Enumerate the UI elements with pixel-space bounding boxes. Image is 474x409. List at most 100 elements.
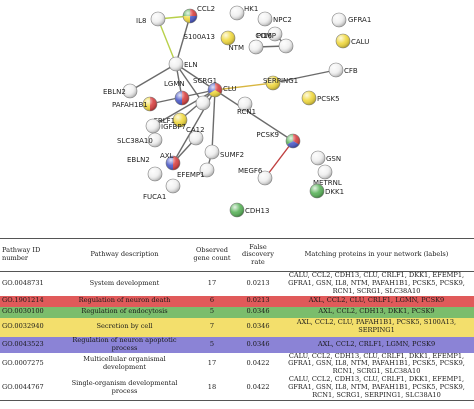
node-rcn1[interactable]: RCN1 <box>237 96 256 116</box>
node-gsn[interactable]: GSN <box>310 150 341 166</box>
pathway-id-cell: GO.0032940 <box>2 322 44 331</box>
matching-proteins-cell: CALU, CCL2, CDH13, CLU, CRLF1, DKK1, EFE… <box>279 375 474 401</box>
node-eln[interactable]: ELN <box>168 56 198 72</box>
table-row: GO.0030100 Regulation of endocytosis 5 0.03… <box>0 306 474 318</box>
node-label-metrnl: METRNL <box>313 179 342 187</box>
node-megf6[interactable]: MEGF6 <box>238 167 273 186</box>
header-pathway-id: Pathway ID number <box>0 238 62 272</box>
node-label-crlf1: CRLF1 <box>153 117 175 125</box>
node-slc38a10[interactable]: SLC38A10 <box>117 132 163 148</box>
node-crlf1[interactable]: CRLF1 <box>153 112 188 128</box>
table-row: GO.0032940 Secretion by cell 7 0.0346 AXL, C… <box>0 317 474 337</box>
node-pafah1b1[interactable]: PAFAH1B1 <box>112 96 158 112</box>
fdr-cell: 0.0346 <box>246 322 270 331</box>
header-matching: Matching proteins in your network (label… <box>279 238 474 272</box>
node-gfra1[interactable]: GFRA1 <box>331 12 371 28</box>
node-sumf2[interactable]: SUMF2 <box>204 144 244 160</box>
edge-ccl2-eln <box>175 15 191 65</box>
node-ccl2[interactable]: CCL2 <box>182 5 215 24</box>
observed-count-cell: 17 <box>207 359 217 368</box>
node-pcsk5[interactable]: PCSK5 <box>301 90 340 106</box>
node-s100a13[interactable]: S100A13 <box>184 30 236 46</box>
observed-count-cell: 17 <box>207 278 217 287</box>
node-label-ebln2b: EBLN2 <box>127 156 150 164</box>
node-label-pcsk5: PCSK5 <box>317 95 340 103</box>
fdr-cell: 0.0422 <box>246 359 270 368</box>
pathway-id-cell: GO.0007275 <box>2 359 44 368</box>
description-cell: Regulation of neuron death <box>78 296 171 305</box>
matching-proteins-cell: AXL, CCL2, CRLF1, LGMN, PCSK9 <box>317 339 436 348</box>
matching-proteins-cell: AXL, CCL2, CLU, PAFAH1B1, PCSK5, S100A13… <box>296 318 457 335</box>
description-cell: Multicellular organismal development <box>83 355 166 372</box>
node-axl[interactable]: AXL <box>160 152 181 171</box>
edge-il8-eln <box>157 18 177 65</box>
node-npc2[interactable]: NPC2 <box>257 11 292 27</box>
node-label-ccl2: CCL2 <box>197 5 215 13</box>
node-label-efemp1: EFEMP1 <box>177 171 205 179</box>
node-serping1[interactable]: SERPING1 <box>263 75 298 91</box>
pathway-id-cell: GO.0043523 <box>2 339 44 348</box>
header-observed: Observed gene count <box>187 238 237 272</box>
edge-eln-clu <box>175 63 216 91</box>
description-cell: Regulation of endocytosis <box>81 307 168 316</box>
node-efemp1[interactable]: EFEMP1 <box>177 162 215 179</box>
node-cdh13[interactable]: CDH13 <box>229 202 269 218</box>
node-ntm[interactable]: NTM <box>228 39 264 55</box>
description-cell: Single-organism developmental process <box>62 376 187 401</box>
observed-count-cell: 5 <box>209 307 215 316</box>
node-label-pi16: PI16 <box>257 32 273 40</box>
matching-proteins-cell: AXL, CCL2, CLU, CRLF1, LGMN, PCSK9 <box>308 296 445 305</box>
node-calu[interactable]: CALU <box>335 33 369 49</box>
node-ca12[interactable]: CA12 <box>186 126 205 146</box>
observed-count-cell: 6 <box>209 296 215 305</box>
node-pcsk9[interactable]: PCSK9 <box>256 131 301 149</box>
description-cell: System development <box>89 278 160 287</box>
node-label-cfb: CFB <box>344 67 358 75</box>
node-clu[interactable]: CLU <box>207 82 237 98</box>
node-label-il8: IL8 <box>136 17 146 25</box>
node-il8[interactable]: IL8 <box>136 11 166 27</box>
node-ebln2[interactable]: EBLN2 <box>103 83 138 99</box>
node-fuca1[interactable]: FUCA1 <box>143 178 181 201</box>
node-label-s100a13: S100A13 <box>184 33 216 41</box>
node-pi16[interactable]: PI16 <box>257 26 283 42</box>
pathway-id-cell: GO.0044767 <box>0 376 62 401</box>
node-igfbp7[interactable]: IGFBP7 <box>145 118 186 134</box>
node-label-hk1: HK1 <box>244 5 258 13</box>
observed-count-cell: 5 <box>209 339 215 348</box>
node-hk1[interactable]: HK1 <box>229 5 258 21</box>
node-label-megf6: MEGF6 <box>238 167 263 175</box>
node-cfb[interactable]: CFB <box>328 62 358 78</box>
matching-proteins-cell: CALU, CCL2, CDH13, CLU, CRLF1, DKK1, EFE… <box>288 271 465 295</box>
edge-clu-pcsk9 <box>214 89 294 142</box>
table-row: GO.0048731 System development 17 0.0213 CALU… <box>0 271 474 296</box>
fdr-cell: 0.0346 <box>246 339 270 348</box>
pathway-id-cell: GO.0048731 <box>2 278 44 287</box>
node-label-scrg1: SCRG1 <box>193 77 217 85</box>
node-label-pafah1b1: PAFAH1B1 <box>112 101 148 109</box>
protein-network-diagram: CCL2 IL8 HK1 NPC2 GFRA1 PI16 S100A13 CALU NTM COM… <box>103 5 371 218</box>
edge-clu-sumf2 <box>211 89 216 153</box>
node-ebln2b[interactable]: EBLN2 <box>127 156 163 182</box>
node-comp[interactable]: COMP <box>255 32 294 54</box>
pathway-id-cell: GO.0030100 <box>2 307 44 316</box>
node-metrnl[interactable]: METRNL <box>313 164 342 187</box>
node-scrg1[interactable]: SCRG1 <box>193 77 217 111</box>
node-label-comp: COMP <box>255 32 276 40</box>
node-label-cdh13: CDH13 <box>245 207 269 215</box>
header-fdr: False discovery rate <box>237 238 279 272</box>
description-cell: Regulation of neuron apoptotic process <box>72 335 177 352</box>
node-dkk1[interactable]: DKK1 <box>309 183 344 199</box>
fdr-cell: 0.0346 <box>246 307 270 316</box>
node-label-lgmn: LGMN <box>164 80 185 88</box>
table-row: GO.0007275 Multicellular organismal devel… <box>0 351 474 377</box>
node-label-clu: CLU <box>223 85 237 93</box>
node-label-serping1: SERPING1 <box>263 77 298 85</box>
node-label-fuca1: FUCA1 <box>143 193 166 201</box>
matching-proteins-cell: CALU, CCL2, CDH13, CLU, CRLF1, DKK1, EFE… <box>288 351 465 376</box>
header-description: Pathway description <box>62 238 187 272</box>
edge-serping1-clu <box>214 82 274 91</box>
node-lgmn[interactable]: LGMN <box>164 80 190 106</box>
edge-pcsk9-megf6 <box>264 140 294 179</box>
table-row: GO.0043523 Regulation of neuron apoptotic… <box>0 335 474 353</box>
